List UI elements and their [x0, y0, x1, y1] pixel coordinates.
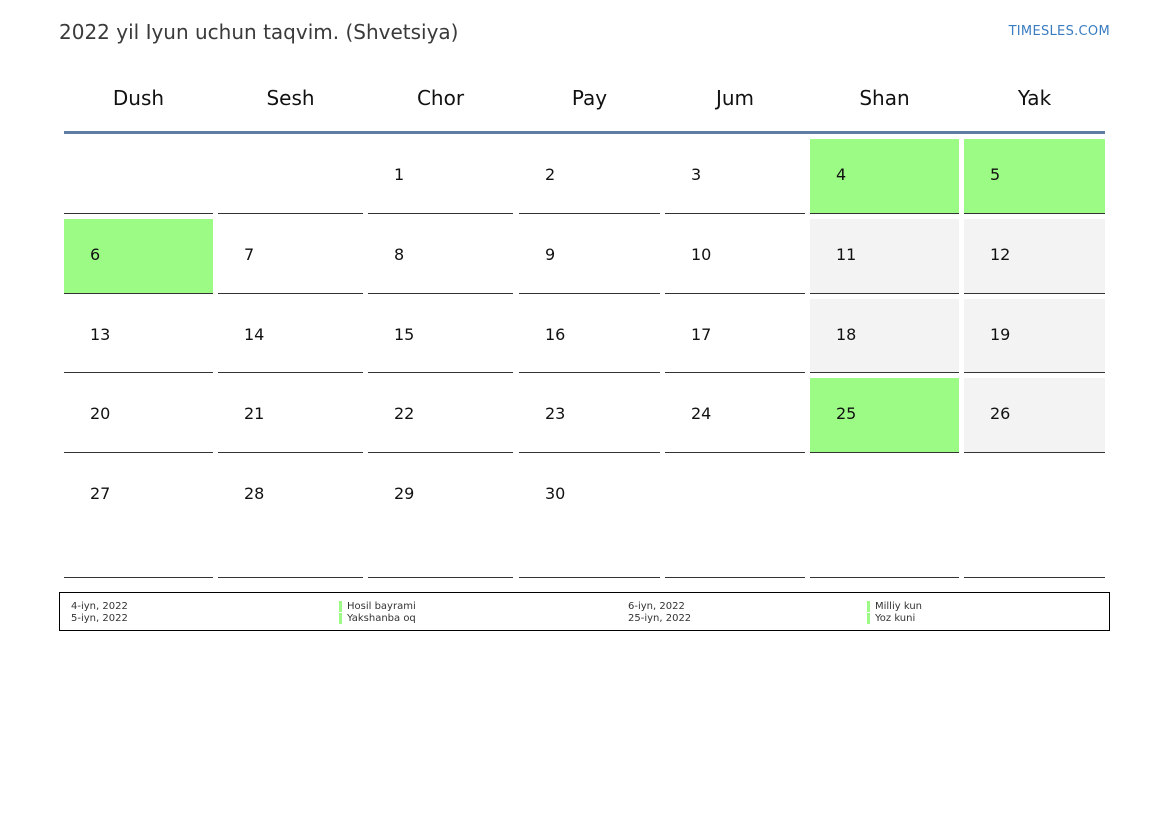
day-number: 16: [545, 325, 566, 344]
day-cell[interactable]: 10: [665, 219, 805, 294]
holiday-legend: 4-iyn, 2022 5-iyn, 2022 Hosil bayrami Ya…: [59, 592, 1110, 631]
day-cell[interactable]: 13: [64, 299, 213, 373]
day-number: 4: [836, 165, 847, 184]
day-number: 15: [394, 325, 415, 344]
day-number: 19: [990, 325, 1011, 344]
day-cell[interactable]: 30: [519, 458, 660, 578]
empty-day-cell: [665, 458, 805, 578]
weekday-label: Sesh: [266, 86, 315, 110]
weekday-label: Dush: [112, 86, 165, 110]
legend-holiday-name: Yakshanba oq: [347, 613, 416, 624]
day-cell[interactable]: 14: [218, 299, 363, 373]
holiday-color-marker: [339, 601, 342, 612]
day-number: 28: [244, 484, 265, 503]
day-cell[interactable]: 20: [64, 378, 213, 453]
day-cell[interactable]: 26: [964, 378, 1105, 453]
legend-date: 5-iyn, 2022: [71, 613, 128, 624]
brand-link[interactable]: TIMESLES.COM: [1008, 24, 1110, 39]
day-cell[interactable]: 23: [519, 378, 660, 453]
day-cell[interactable]: 17: [665, 299, 805, 373]
day-cell[interactable]: 11: [810, 219, 959, 294]
day-number: 8: [394, 245, 405, 264]
day-cell[interactable]: 4: [810, 139, 959, 214]
day-cell[interactable]: 19: [964, 299, 1105, 373]
day-number: 26: [990, 404, 1011, 423]
day-number: 6: [90, 245, 101, 264]
day-number: 11: [836, 245, 857, 264]
day-number: 22: [394, 404, 415, 423]
weekday-label: Shan: [859, 86, 910, 110]
holiday-color-marker: [339, 613, 342, 624]
day-number: 30: [545, 484, 566, 503]
day-number: 7: [244, 245, 255, 264]
empty-day-cell: [964, 458, 1105, 578]
day-number: 27: [90, 484, 111, 503]
day-cell[interactable]: 3: [665, 139, 805, 214]
legend-date: 6-iyn, 2022: [628, 601, 685, 612]
day-cell[interactable]: 5: [964, 139, 1105, 214]
weekday-label: Yak: [1017, 86, 1052, 110]
day-number: 9: [545, 245, 556, 264]
day-cell[interactable]: 7: [218, 219, 363, 294]
empty-day-cell: [810, 458, 959, 578]
day-number: 29: [394, 484, 415, 503]
day-cell[interactable]: 29: [368, 458, 513, 578]
day-number: 20: [90, 404, 111, 423]
day-number: 18: [836, 325, 857, 344]
header-divider: [64, 131, 1105, 134]
holiday-color-marker: [867, 613, 870, 624]
day-number: 21: [244, 404, 265, 423]
day-cell[interactable]: 6: [64, 219, 213, 294]
day-cell[interactable]: 9: [519, 219, 660, 294]
day-number: 14: [244, 325, 265, 344]
legend-holiday-name: Milliy kun: [875, 601, 922, 612]
day-cell[interactable]: 1: [368, 139, 513, 214]
day-number: 10: [691, 245, 712, 264]
page-title: 2022 yil Iyun uchun taqvim. (Shvetsiya): [59, 20, 459, 44]
day-cell[interactable]: 28: [218, 458, 363, 578]
day-number: 25: [836, 404, 857, 423]
empty-day-cell: [218, 139, 363, 214]
day-number: 13: [90, 325, 111, 344]
weekday-label: Pay: [571, 86, 608, 110]
day-number: 2: [545, 165, 556, 184]
day-number: 17: [691, 325, 712, 344]
day-cell[interactable]: 18: [810, 299, 959, 373]
legend-date: 25-iyn, 2022: [628, 613, 692, 624]
legend-date: 4-iyn, 2022: [71, 601, 128, 612]
weekday-label: Jum: [715, 86, 755, 110]
day-cell[interactable]: 25: [810, 378, 959, 453]
day-cell[interactable]: 27: [64, 458, 213, 578]
day-cell[interactable]: 22: [368, 378, 513, 453]
day-cell[interactable]: 2: [519, 139, 660, 214]
day-cell[interactable]: 15: [368, 299, 513, 373]
day-cell[interactable]: 24: [665, 378, 805, 453]
day-number: 24: [691, 404, 712, 423]
weekday-label: Chor: [416, 86, 465, 110]
day-number: 3: [691, 165, 702, 184]
day-number: 1: [394, 165, 405, 184]
day-cell[interactable]: 21: [218, 378, 363, 453]
legend-holiday-name: Yoz kuni: [875, 613, 916, 624]
day-number: 5: [990, 165, 1001, 184]
day-cell[interactable]: 16: [519, 299, 660, 373]
day-cell[interactable]: 8: [368, 219, 513, 294]
empty-day-cell: [64, 139, 213, 214]
day-number: 12: [990, 245, 1011, 264]
day-number: 23: [545, 404, 566, 423]
legend-holiday-name: Hosil bayrami: [347, 601, 416, 612]
day-cell[interactable]: 12: [964, 219, 1105, 294]
holiday-color-marker: [867, 601, 870, 612]
